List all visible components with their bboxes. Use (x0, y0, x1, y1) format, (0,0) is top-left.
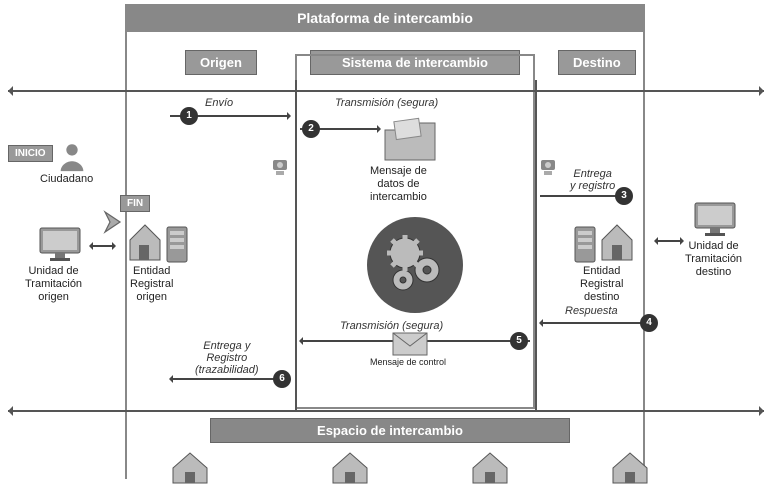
step-4-num: 4 (640, 314, 658, 332)
header-title: Plataforma de intercambio (125, 4, 645, 32)
step-3-num: 3 (615, 187, 633, 205)
label-unidad-destino: Unidad de Tramitación destino (685, 240, 742, 280)
gears-icon (365, 215, 465, 320)
house-server-destino (570, 215, 640, 270)
house-footer-2 (330, 450, 370, 490)
zone-origen: Origen (185, 50, 257, 75)
inner-left-line (295, 80, 297, 410)
label-ciudadano: Ciudadano (40, 173, 93, 186)
top-axis (8, 90, 764, 92)
zone-destino: Destino (558, 50, 636, 75)
house-footer-1 (170, 450, 210, 490)
step-5-num: 5 (510, 332, 528, 350)
step-2-label: Transmisión (segura) (335, 97, 438, 109)
step-3-label: Entrega y registro (570, 168, 615, 192)
house-footer-4 (610, 450, 650, 490)
bottom-axis (8, 410, 764, 412)
label-mensaje-datos: Mensaje de datos de intercambio (370, 165, 427, 205)
step-1-label: Envío (205, 97, 233, 109)
step-1-num: 1 (180, 107, 198, 125)
camera-icon-left (270, 155, 294, 184)
house-footer-3 (470, 450, 510, 490)
footer-title: Espacio de intercambio (210, 418, 570, 443)
house-server-origen (125, 215, 195, 270)
inner-right-line (535, 80, 537, 410)
tag-inicio: INICIO (8, 145, 53, 162)
label-entidad-origen: Entidad Registral origen (130, 265, 173, 305)
step-5-label: Transmisión (segura) (340, 320, 443, 332)
arrow-uo-er (90, 245, 115, 247)
label-unidad-origen: Unidad de Tramitación origen (25, 265, 82, 305)
monitor-icon-origen (35, 225, 85, 270)
label-entidad-destino: Entidad Registral destino (580, 265, 623, 305)
monitor-icon-destino (690, 200, 740, 245)
step-4-label: Respuesta (565, 305, 618, 317)
step-6-num: 6 (273, 370, 291, 388)
camera-icon-right (538, 155, 562, 184)
label-mensaje-control: Mensaje de control (370, 357, 446, 368)
folder-icon (380, 115, 440, 170)
arrow-respuesta (540, 322, 650, 324)
arrow-entrega2 (170, 378, 290, 380)
step-6-label: Entrega y Registro (trazabilidad) (195, 340, 259, 376)
arrow-ud-ed (655, 240, 683, 242)
step-2-num: 2 (302, 120, 320, 138)
